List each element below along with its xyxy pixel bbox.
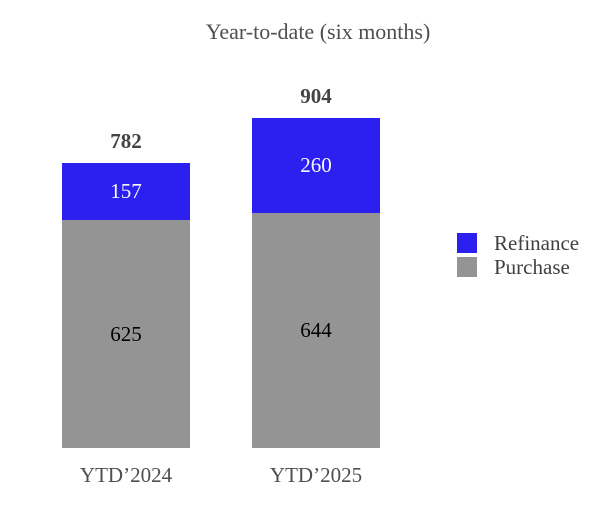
- bar-segment-refinance-1: 157: [62, 162, 190, 221]
- legend-label-purchase: Purchase: [494, 254, 570, 279]
- segment-value-label: 644: [300, 318, 332, 343]
- segment-value-label: 625: [110, 321, 142, 346]
- x-axis-label: YTD’2024: [79, 463, 173, 487]
- segment-value-label: 157: [110, 179, 142, 204]
- bar-segment-purchase-1: 625: [62, 220, 190, 448]
- chart-title: Year-to-date (six months): [205, 19, 431, 44]
- legend: Refinance Purchase: [457, 230, 580, 279]
- legend-label-refinance: Refinance: [494, 230, 580, 255]
- bar-total-label: 782: [110, 128, 142, 153]
- legend-swatch-refinance-icon: [457, 233, 477, 253]
- x-axis-label: YTD’2025: [269, 463, 363, 487]
- bar-total-label: 904: [300, 84, 332, 109]
- bar-segment-purchase-2: 644: [252, 213, 380, 448]
- legend-item-purchase: Purchase: [457, 254, 579, 279]
- bar-segment-refinance-2: 260: [252, 118, 380, 214]
- legend-swatch-purchase-icon: [457, 257, 477, 277]
- legend-item-refinance: Refinance: [457, 230, 580, 255]
- segment-value-label: 260: [300, 153, 332, 178]
